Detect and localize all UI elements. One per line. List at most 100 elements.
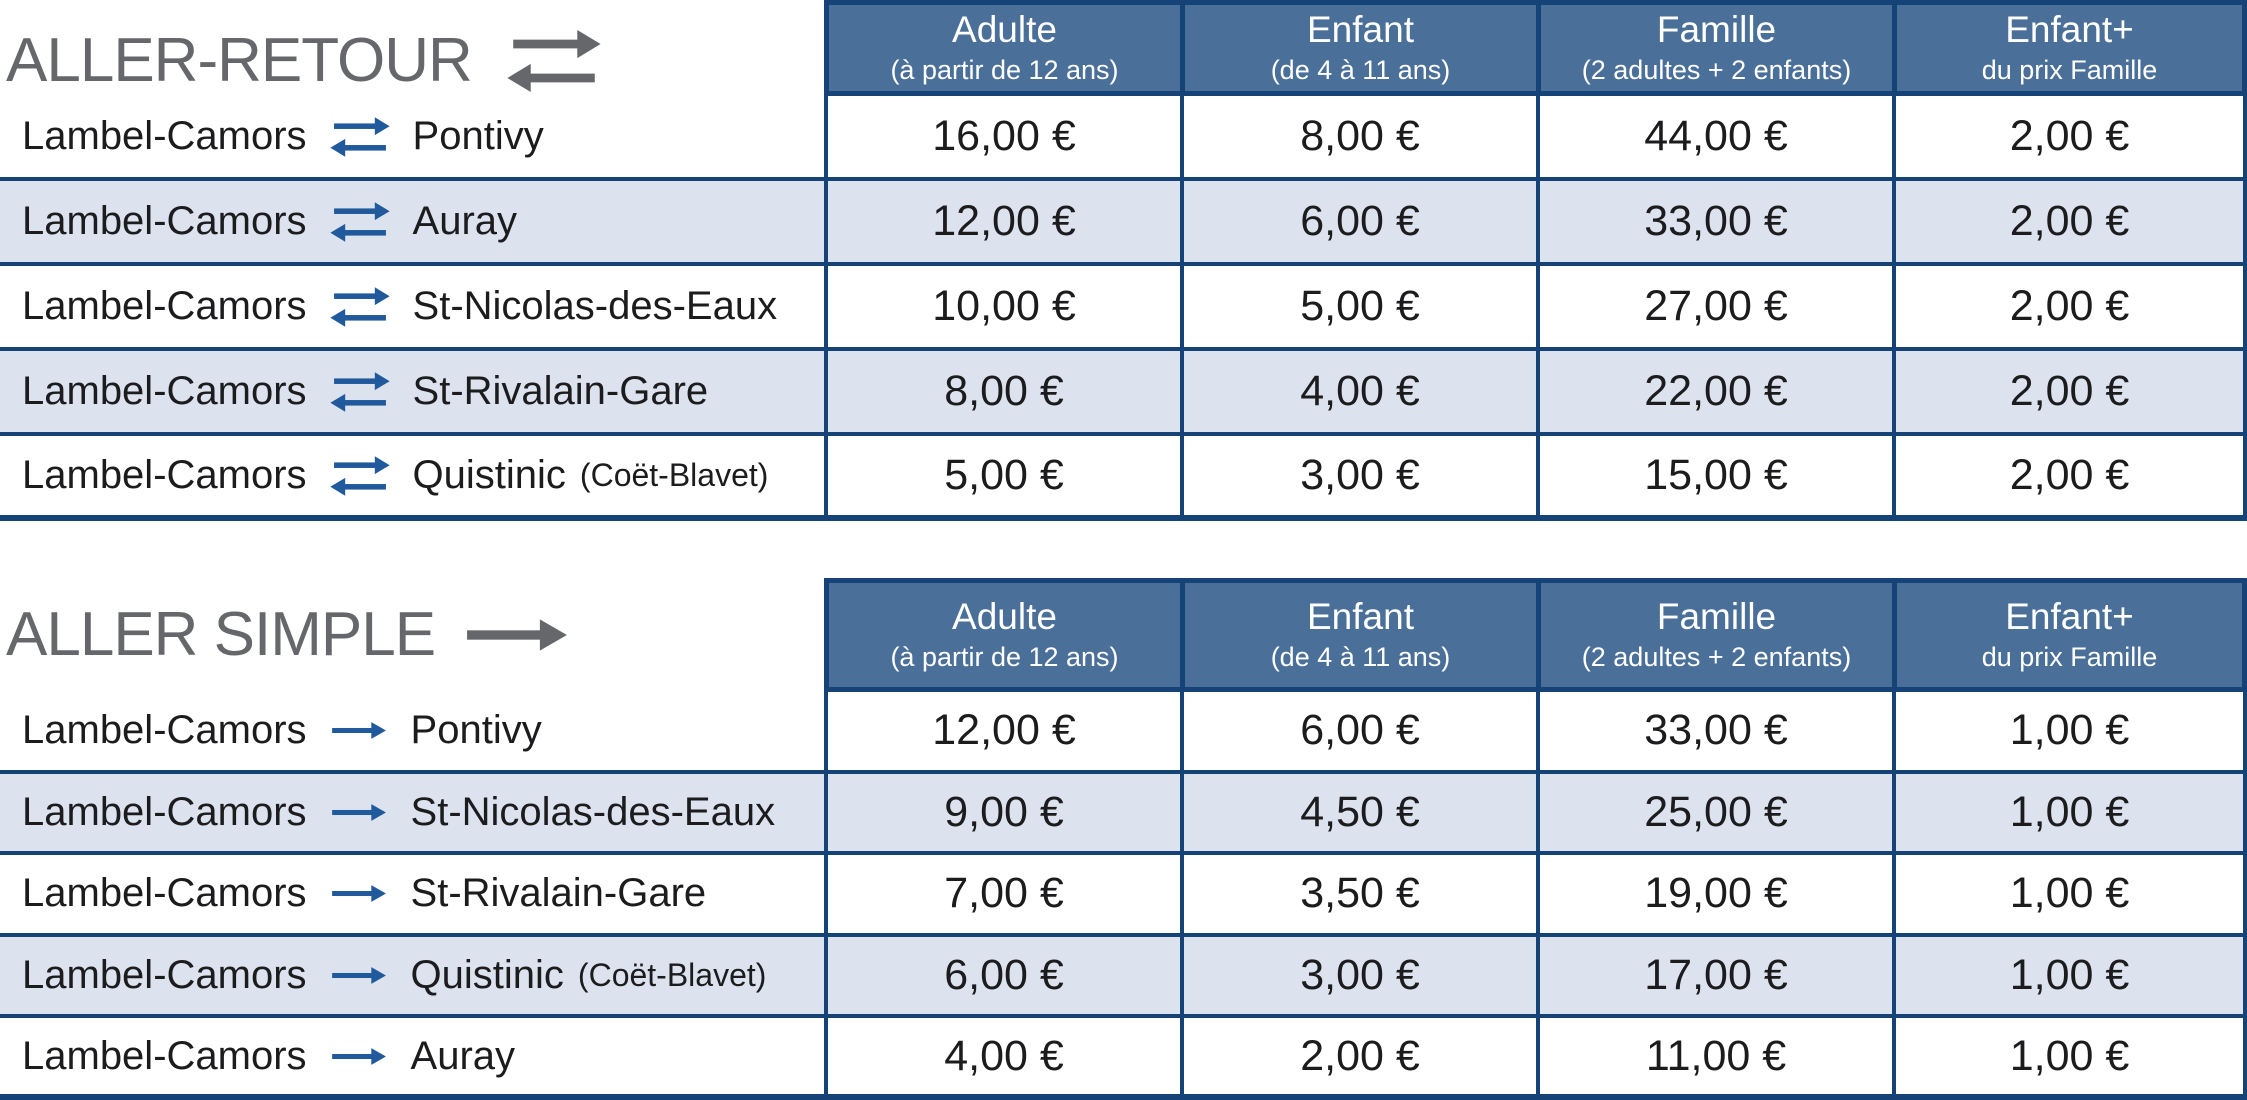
route-from: Lambel-Camors [22, 453, 307, 497]
column-header-sublabel: (de 4 à 11 ans) [1270, 642, 1451, 673]
column-header-label: Famille [1656, 9, 1777, 51]
aller-simple-title: ALLER SIMPLE [0, 578, 824, 692]
price-cell: 4,50 € [1180, 773, 1536, 856]
price-cell: 6,00 € [1180, 181, 1536, 266]
price-cell: 3,50 € [1180, 855, 1536, 937]
price-cell: 27,00 € [1536, 266, 1892, 351]
price-cell: 1,00 € [1892, 855, 2247, 937]
price-cell: 8,00 € [824, 351, 1180, 436]
double-arrow-icon [329, 201, 390, 242]
route-from: Lambel-Camors [22, 199, 307, 243]
route-to: St-Rivalain-Gare [412, 369, 709, 413]
route-to: Auray [410, 1033, 516, 1078]
price-cell: 33,00 € [1536, 181, 1892, 266]
single-arrow-icon [331, 1047, 386, 1065]
price-cell: 15,00 € [1536, 436, 1892, 521]
price-cell: 1,00 € [1892, 773, 2247, 856]
price-cell: 2,00 € [1892, 96, 2247, 181]
table-title-text: ALLER-RETOUR [6, 26, 473, 95]
table-title-text: ALLER SIMPLE [6, 600, 436, 669]
price-cell: 4,00 € [824, 1018, 1180, 1100]
price-cell: 6,00 € [1180, 692, 1536, 774]
column-header-enfant-plus: Enfant+ du prix Famille [1892, 0, 2247, 96]
price-cell: 3,00 € [1180, 936, 1536, 1019]
column-header-enfant: Enfant (de 4 à 11 ans) [1180, 578, 1536, 692]
route-from: Lambel-Camors [22, 953, 307, 998]
price-cell: 8,00 € [1180, 96, 1536, 181]
price-cell: 1,00 € [1892, 1018, 2247, 1100]
price-cell: 5,00 € [824, 436, 1180, 521]
price-cell: 7,00 € [824, 855, 1180, 937]
route-cell: Lambel-Camors St-Nicolas-des-Eaux [0, 266, 824, 351]
route-to: Quistinic [410, 953, 564, 998]
price-cell: 5,00 € [1180, 266, 1536, 351]
double-arrow-icon [507, 29, 601, 93]
price-cell: 2,00 € [1892, 181, 2247, 266]
route-note: (Coët-Blavet) [577, 957, 767, 994]
route-to: Pontivy [410, 708, 542, 753]
aller-retour-title: ALLER-RETOUR [0, 0, 824, 96]
column-header-label: Enfant [1307, 9, 1414, 51]
single-arrow-icon [331, 722, 386, 740]
route-to: St-Nicolas-des-Eaux [410, 789, 776, 834]
route-cell: Lambel-Camors Quistinic (Coët-Blavet) [0, 436, 824, 521]
price-cell: 1,00 € [1892, 936, 2247, 1019]
price-cell: 12,00 € [824, 692, 1180, 774]
column-header-enfant-plus: Enfant+ du prix Famille [1892, 578, 2247, 692]
price-cell: 2,00 € [1892, 266, 2247, 351]
route-from: Lambel-Camors [22, 1033, 307, 1078]
route-cell: Lambel-Camors St-Nicolas-des-Eaux [0, 773, 824, 856]
price-cell: 12,00 € [824, 181, 1180, 266]
double-arrow-icon [329, 286, 390, 327]
column-header-label: Enfant [1307, 596, 1414, 638]
route-from: Lambel-Camors [22, 369, 307, 413]
price-cell: 25,00 € [1536, 773, 1892, 856]
column-header-famille: Famille (2 adultes + 2 enfants) [1536, 0, 1892, 96]
route-cell: Lambel-Camors Auray [0, 181, 824, 266]
route-cell: Lambel-Camors St-Rivalain-Gare [0, 855, 824, 937]
route-note: (Coët-Blavet) [579, 457, 769, 493]
route-cell: Lambel-Camors St-Rivalain-Gare [0, 351, 824, 436]
route-cell: Lambel-Camors Pontivy [0, 96, 824, 181]
route-to: St-Nicolas-des-Eaux [412, 284, 778, 328]
price-cell: 11,00 € [1536, 1018, 1892, 1100]
route-cell: Lambel-Camors Pontivy [0, 692, 824, 774]
price-cell: 16,00 € [824, 96, 1180, 181]
aller-retour-table: ALLER-RETOUR Adulte (à partir de 12 ans)… [0, 0, 2247, 521]
single-arrow-icon [331, 967, 386, 984]
column-header-sublabel: (2 adultes + 2 enfants) [1581, 642, 1852, 673]
route-to: Pontivy [412, 114, 544, 158]
column-header-label: Enfant+ [2005, 9, 2134, 51]
price-cell: 44,00 € [1536, 96, 1892, 181]
price-cell: 2,00 € [1180, 1018, 1536, 1100]
route-from: Lambel-Camors [22, 789, 307, 834]
column-header-sublabel: (de 4 à 11 ans) [1270, 55, 1451, 86]
route-from: Lambel-Camors [22, 284, 307, 328]
aller-simple-table: ALLER SIMPLE Adulte (à partir de 12 ans)… [0, 578, 2247, 1100]
single-arrow-icon [331, 885, 386, 903]
column-header-label: Adulte [952, 9, 1057, 51]
route-to: St-Rivalain-Gare [410, 871, 707, 916]
column-header-label: Adulte [952, 596, 1057, 638]
price-cell: 22,00 € [1536, 351, 1892, 436]
price-cell: 17,00 € [1536, 936, 1892, 1019]
column-header-adulte: Adulte (à partir de 12 ans) [824, 578, 1180, 692]
price-cell: 3,00 € [1180, 436, 1536, 521]
price-cell: 9,00 € [824, 773, 1180, 856]
price-cell: 2,00 € [1892, 436, 2247, 521]
column-header-sublabel: du prix Famille [1981, 55, 2158, 86]
double-arrow-icon [329, 116, 390, 157]
price-cell: 33,00 € [1536, 692, 1892, 774]
price-cell: 19,00 € [1536, 855, 1892, 937]
single-arrow-icon [467, 619, 568, 651]
double-arrow-icon [329, 371, 390, 412]
route-from: Lambel-Camors [22, 708, 307, 753]
column-header-sublabel: (2 adultes + 2 enfants) [1581, 55, 1852, 86]
single-arrow-icon [331, 803, 386, 821]
price-cell: 4,00 € [1180, 351, 1536, 436]
column-header-adulte: Adulte (à partir de 12 ans) [824, 0, 1180, 96]
route-to: Quistinic [412, 453, 566, 497]
column-header-sublabel: (à partir de 12 ans) [890, 642, 1119, 673]
route-cell: Lambel-Camors Quistinic (Coët-Blavet) [0, 936, 824, 1019]
